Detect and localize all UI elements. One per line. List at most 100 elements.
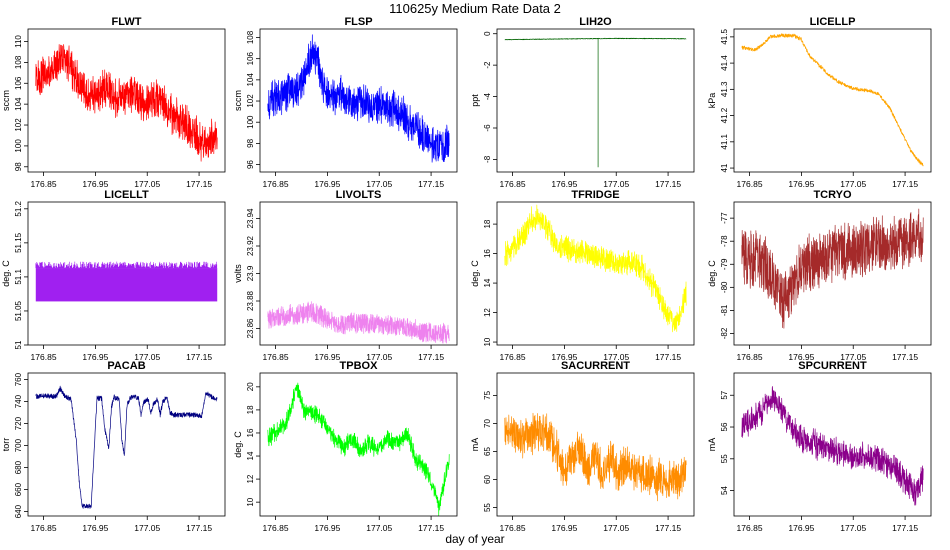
plot-frame <box>496 28 695 173</box>
y-axis-label: deg. C <box>707 260 717 287</box>
x-tick-label: 176.85 <box>500 179 526 189</box>
x-tick-label: 176.85 <box>500 523 526 533</box>
y-axis-label: deg. C <box>233 431 243 458</box>
plot-frame <box>259 28 458 173</box>
figure-title: 110625y Medium Rate Data 2 <box>389 1 561 16</box>
y-tick-label: 98 <box>14 162 23 171</box>
panel-tpbox: TPBOX deg. C 176.85 176.95 177.05 177.15 10 12 1… <box>233 360 458 533</box>
x-tick-label: 177.15 <box>655 523 681 533</box>
y-tick-label: 106 <box>246 51 255 65</box>
y-tick-label: 98 <box>246 138 255 147</box>
panel-title: LICELLT <box>104 189 149 201</box>
series-line <box>267 34 450 163</box>
x-tick-label: 177.05 <box>134 179 160 189</box>
y-tick-label: 60 <box>483 475 492 484</box>
panel-sacurrent: SACURRENT mA 176.85 176.95 177.05 177.15 55 60 6… <box>470 360 695 533</box>
series-spcurrent <box>741 386 924 506</box>
y-tick-label: 16 <box>246 428 255 437</box>
x-tick-label: 177.05 <box>840 352 866 362</box>
y-tick-label: 104 <box>246 73 255 87</box>
series-line <box>504 412 687 502</box>
y-tick-label: 14 <box>246 451 255 460</box>
y-tick-label: 104 <box>14 97 23 111</box>
panel-licellp: LICELLP kPa 176.85 176.95 177.05 177.15 41 41.1… <box>707 16 932 189</box>
panel-title: FLWT <box>112 16 142 28</box>
series-line <box>504 37 687 168</box>
y-tick-label: 18 <box>483 219 492 228</box>
series-line <box>35 385 218 509</box>
y-tick-label: 740 <box>14 394 23 408</box>
x-tick-label: 176.85 <box>737 523 763 533</box>
x-tick-label: 177.05 <box>366 352 392 362</box>
y-tick-label: 51.1 <box>14 269 23 285</box>
y-axis-label: sccm <box>233 90 243 111</box>
series-livolts <box>267 301 450 344</box>
y-tick-label: -77 <box>720 212 729 224</box>
y-tick-label: -6 <box>483 124 492 132</box>
y-tick-label: 108 <box>246 30 255 44</box>
y-tick-label: 110 <box>14 35 23 48</box>
panel-spcurrent: SPCURRENT mA 176.85 176.95 177.05 177.15 54 55 5… <box>707 360 932 533</box>
series-band <box>35 268 218 302</box>
y-axis-label: kPa <box>707 93 717 109</box>
y-axis-label: volts <box>233 264 243 283</box>
x-tick-label: 176.95 <box>314 523 340 533</box>
y-tick-label: 70 <box>483 419 492 428</box>
y-tick-label: 41 <box>720 163 729 172</box>
y-axis-label: sccm <box>1 90 11 111</box>
x-tick-label: 177.05 <box>366 523 392 533</box>
plot-frame <box>496 201 695 346</box>
series-line <box>267 382 450 516</box>
y-axis-label: ppt <box>470 94 480 107</box>
y-tick-label: 640 <box>14 504 23 518</box>
series-line <box>267 301 450 344</box>
x-tick-label: 177.15 <box>655 352 681 362</box>
y-tick-label: 102 <box>14 118 23 132</box>
y-tick-label: 23.86 <box>246 318 255 339</box>
y-tick-label: 10 <box>483 337 492 346</box>
plot-frame <box>27 372 226 517</box>
x-tick-label: 176.95 <box>82 352 108 362</box>
y-tick-label: 16 <box>483 249 492 258</box>
plot-frame <box>733 372 932 517</box>
y-tick-label: 41.1 <box>720 133 729 149</box>
x-tick-label: 176.85 <box>31 352 57 362</box>
y-tick-label: 75 <box>483 390 492 399</box>
panel-flsp: FLSP sccm 176.85 176.95 177.05 177.15 96 98 100 1… <box>233 16 458 189</box>
panel-licellt: LICELLT deg. C 176.85 176.95 177.05 177.15 51 5… <box>1 189 226 362</box>
series-line <box>504 204 687 333</box>
plot-frame <box>496 372 695 517</box>
panel-title: LICELLP <box>810 16 856 28</box>
y-tick-label: 96 <box>246 160 255 169</box>
y-tick-label: 51.15 <box>14 232 23 253</box>
series-lih2o <box>504 37 687 168</box>
series-tfridge <box>504 204 687 333</box>
x-tick-label: 177.05 <box>840 179 866 189</box>
x-tick-label: 177.15 <box>892 352 918 362</box>
y-tick-label: 720 <box>14 416 23 430</box>
panel-title: SPCURRENT <box>798 360 867 372</box>
y-tick-label: 108 <box>14 55 23 69</box>
y-tick-label: 760 <box>14 372 23 386</box>
y-tick-label: 54 <box>720 486 729 495</box>
y-tick-label: -80 <box>720 281 729 293</box>
x-tick-label: 177.05 <box>366 179 392 189</box>
x-tick-label: 176.95 <box>314 352 340 362</box>
x-tick-label: 176.95 <box>314 179 340 189</box>
y-tick-label: 56 <box>720 422 729 431</box>
y-tick-label: 51.2 <box>14 200 23 216</box>
series-line <box>741 386 924 506</box>
x-tick-label: 177.15 <box>186 179 212 189</box>
x-tick-label: 177.15 <box>418 523 444 533</box>
y-tick-label: 12 <box>483 308 492 317</box>
plot-frame <box>733 201 932 346</box>
x-tick-label: 177.05 <box>134 523 160 533</box>
y-tick-label: 100 <box>246 115 255 129</box>
series-flwt <box>35 44 218 162</box>
y-tick-label: 23.88 <box>246 290 255 311</box>
y-tick-label: -8 <box>483 155 492 163</box>
series-line <box>741 33 924 167</box>
panel-tcryo: TCRYO deg. C 176.85 176.95 177.05 177.15 -82 -8… <box>707 189 932 362</box>
